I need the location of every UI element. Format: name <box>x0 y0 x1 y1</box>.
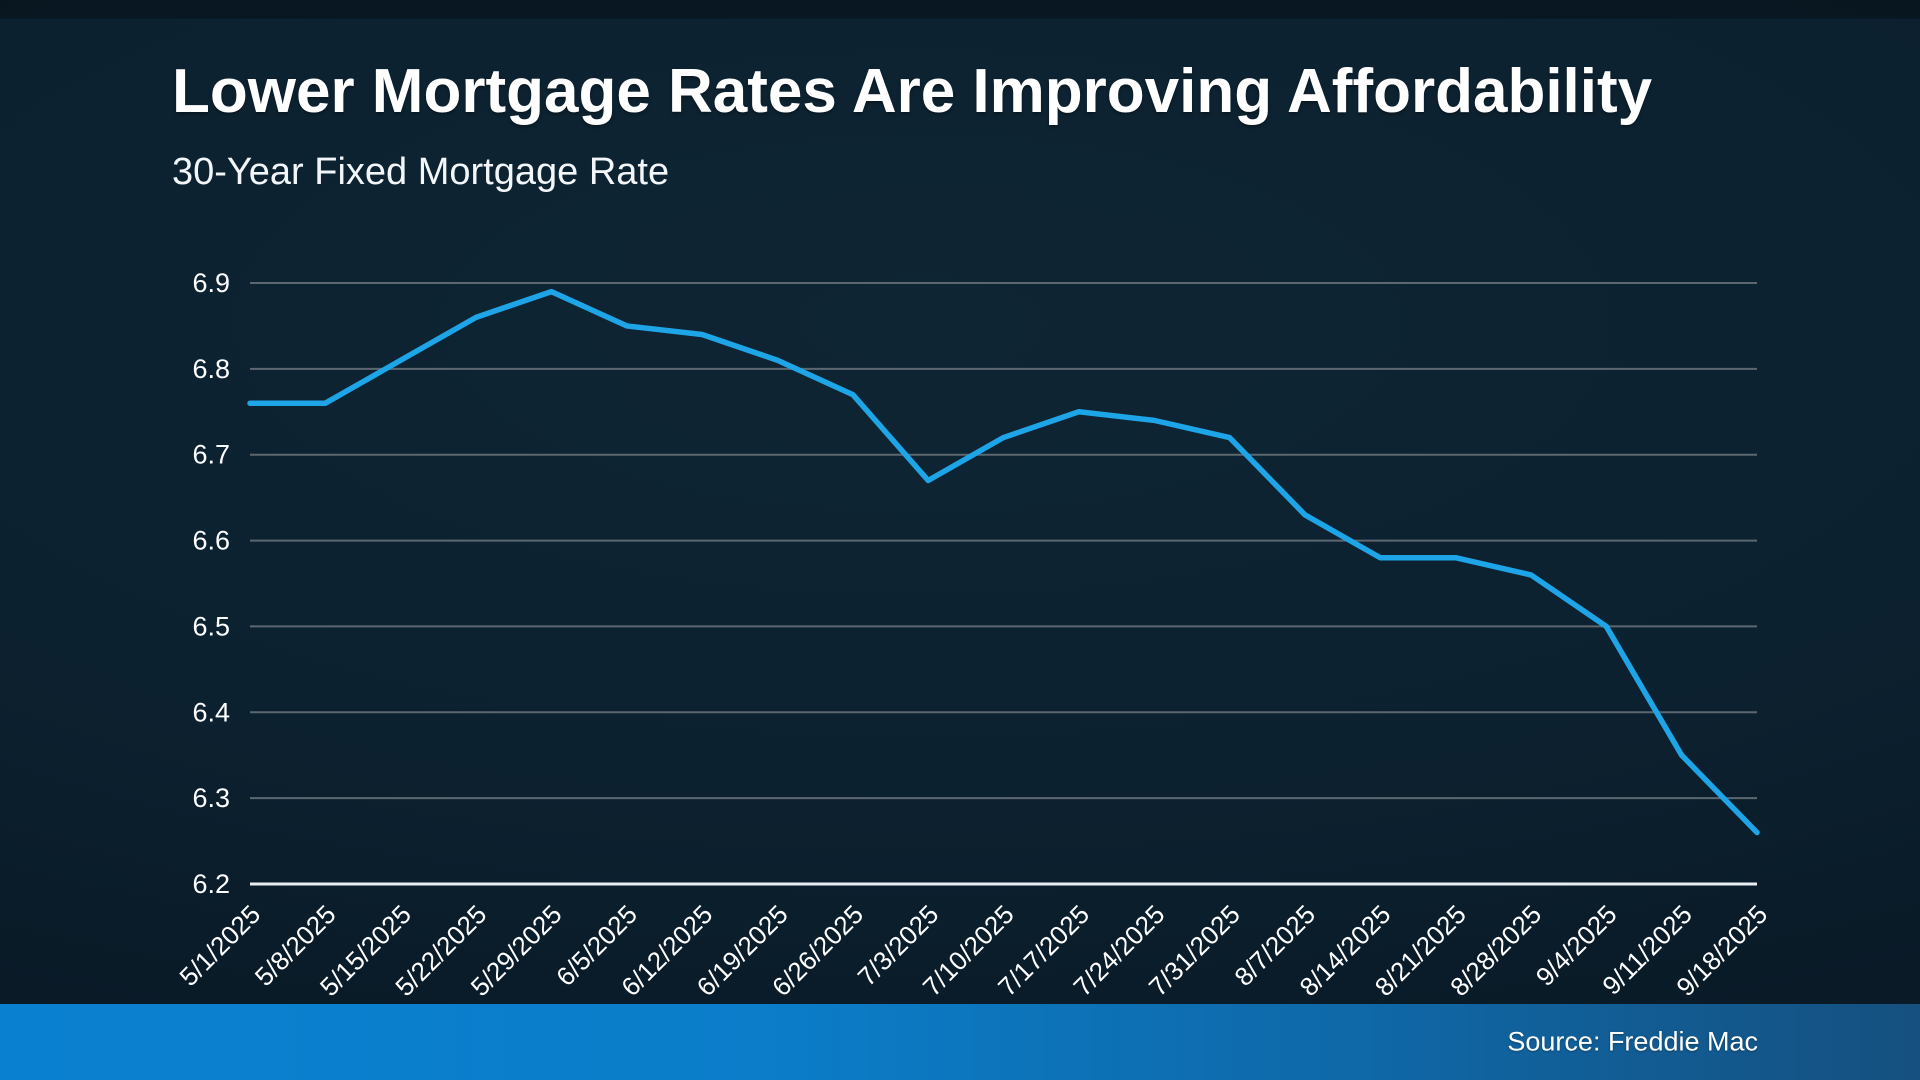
y-tick-label: 6.8 <box>192 354 230 384</box>
y-tick-label: 6.6 <box>192 526 230 556</box>
rate-series-line <box>247 288 1760 836</box>
gridlines <box>250 282 1757 886</box>
chart-title: Lower Mortgage Rates Are Improving Affor… <box>172 57 1653 126</box>
y-tick-label: 6.7 <box>192 440 230 470</box>
y-tick-label: 6.9 <box>192 268 230 298</box>
y-tick-label: 6.3 <box>192 783 230 813</box>
x-tick-label: 5/1/2025 <box>173 899 266 992</box>
y-tick-label: 6.4 <box>192 697 230 727</box>
chart-header: Lower Mortgage Rates Are Improving Affor… <box>172 56 1652 194</box>
y-tick-label: 6.2 <box>192 869 230 899</box>
y-axis-tick-labels: 6.2 6.3 6.4 6.5 6.6 6.7 6.8 6.9 <box>192 268 230 899</box>
source-label: Source: Freddie Mac <box>1507 1026 1758 1057</box>
x-axis-tick-labels: 5/1/20255/8/20255/15/20255/22/20255/29/2… <box>173 899 1773 1002</box>
y-tick-label: 6.5 <box>192 611 230 641</box>
footer-bar: Source: Freddie Mac <box>0 1004 1920 1080</box>
chart-subtitle: 30-Year Fixed Mortgage Rate <box>172 151 670 194</box>
